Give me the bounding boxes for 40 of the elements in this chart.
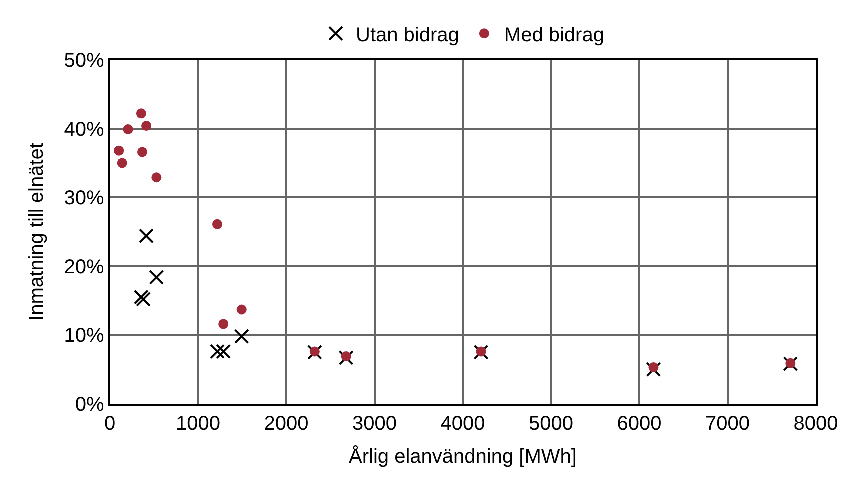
y-tick-label: 30% bbox=[64, 188, 104, 210]
point bbox=[149, 270, 164, 285]
point bbox=[218, 319, 229, 330]
point bbox=[152, 172, 162, 183]
point bbox=[114, 146, 124, 156]
x-tick-label: 8000 bbox=[794, 412, 838, 435]
point bbox=[234, 329, 250, 344]
point bbox=[142, 121, 152, 132]
x-axis-title: Årlig elanvändning [MWh] bbox=[349, 444, 577, 468]
y-tick-label: 20% bbox=[64, 256, 104, 278]
point bbox=[117, 158, 128, 168]
x-tick-label: 2000 bbox=[264, 412, 309, 435]
y-tick-label: 40% bbox=[64, 118, 104, 141]
x-tick-label: 4000 bbox=[440, 412, 486, 435]
point bbox=[210, 344, 225, 360]
x-tick-label: 6000 bbox=[617, 412, 662, 435]
x-tick-label: 0 bbox=[104, 412, 116, 435]
y-tick-label: 0% bbox=[75, 394, 104, 416]
point bbox=[136, 108, 146, 119]
point bbox=[648, 362, 659, 373]
point bbox=[786, 358, 796, 368]
point bbox=[216, 344, 232, 360]
point bbox=[236, 304, 247, 315]
legend-label: Med bidrag bbox=[504, 24, 604, 46]
x-tick-label: 7000 bbox=[706, 412, 750, 435]
point bbox=[646, 362, 662, 378]
point bbox=[137, 147, 148, 158]
x-tick-label: 3000 bbox=[352, 412, 397, 435]
x-tick-label: 5000 bbox=[529, 412, 574, 435]
point bbox=[476, 346, 486, 357]
legend-label: Utan bidrag bbox=[356, 24, 460, 46]
y-axis-title: Inmatning till elnätet bbox=[26, 142, 48, 321]
point bbox=[341, 352, 352, 362]
y-tick-label: 50% bbox=[64, 50, 104, 72]
point bbox=[139, 228, 154, 244]
point bbox=[212, 219, 222, 230]
y-tick-label: 10% bbox=[64, 325, 104, 348]
point bbox=[123, 124, 134, 134]
x-tick-label: 1000 bbox=[176, 412, 220, 435]
point bbox=[310, 346, 320, 357]
